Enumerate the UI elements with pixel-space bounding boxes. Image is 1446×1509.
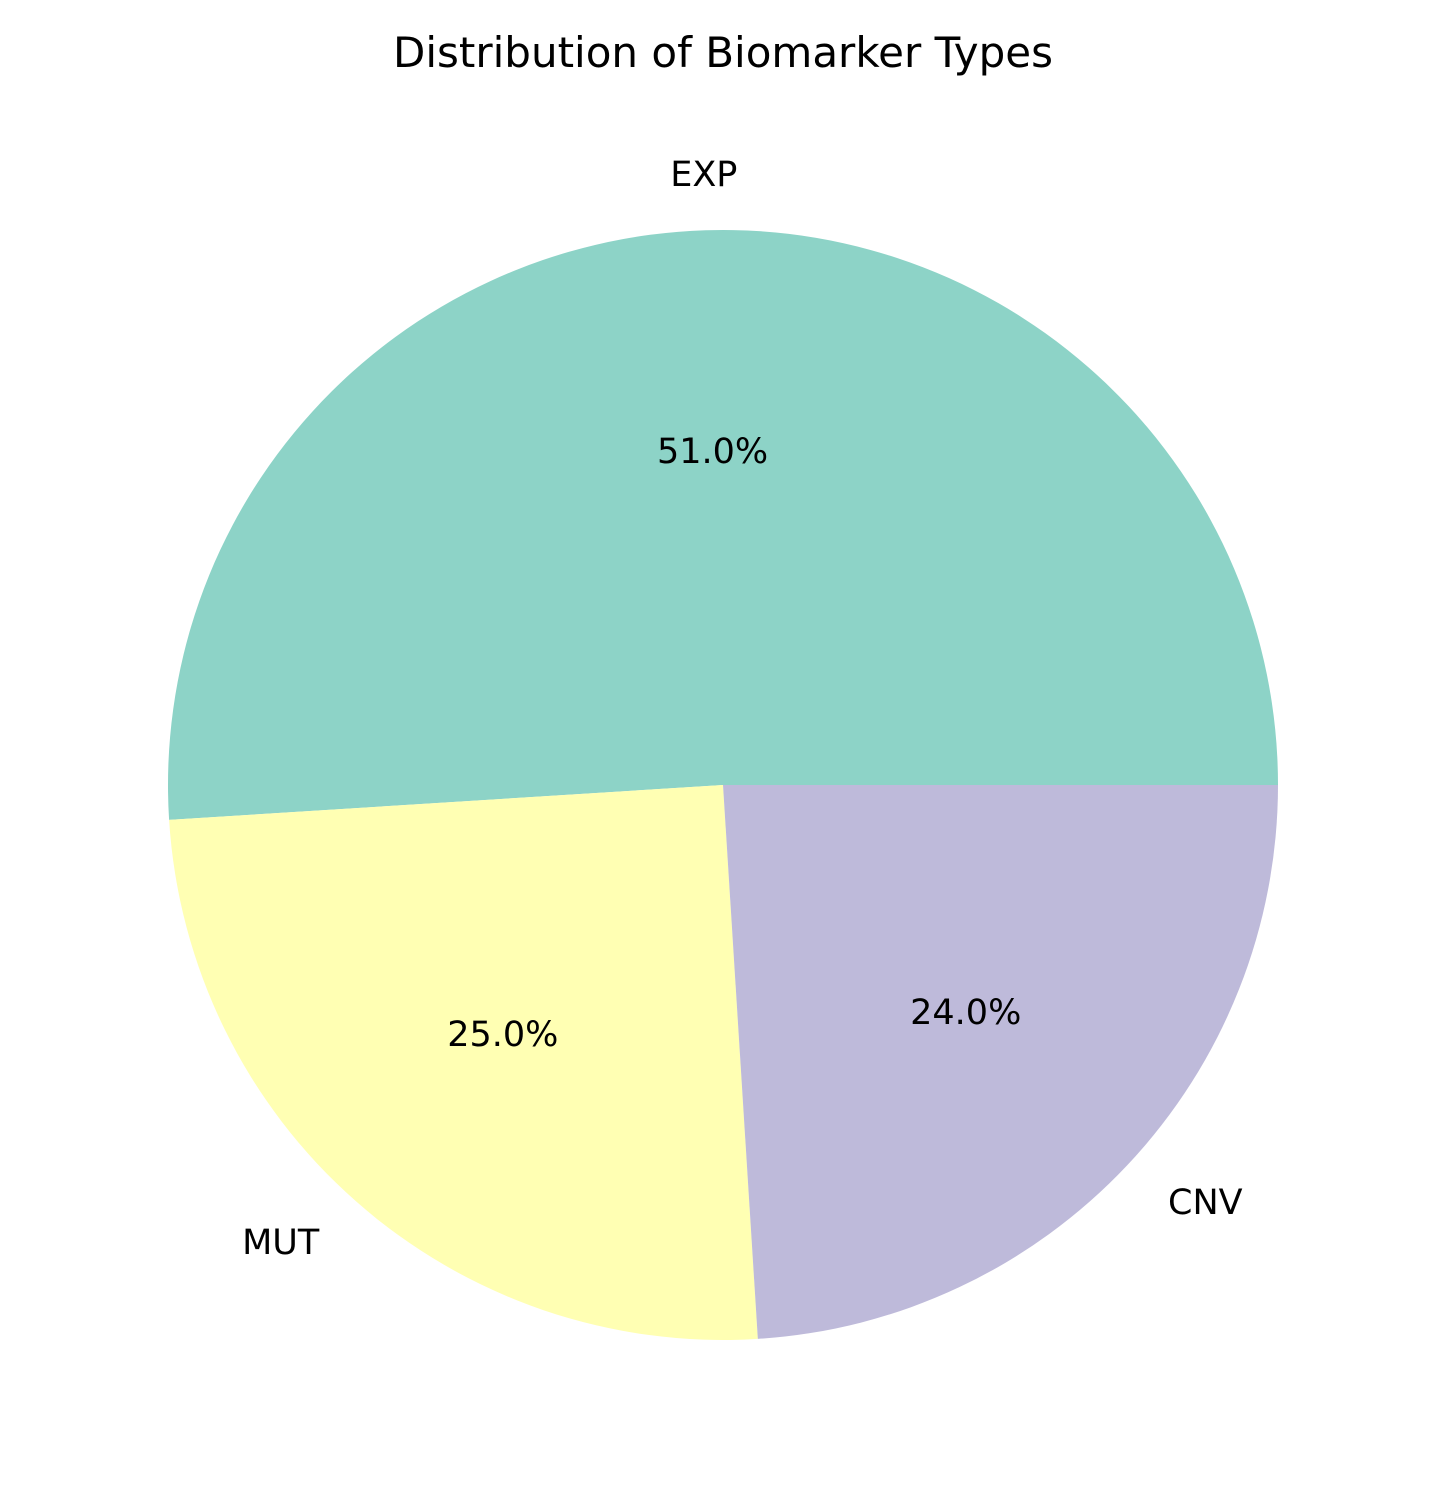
pie-slice-exp [167,229,1278,820]
pie-category-label-mut: MUT [242,1223,320,1263]
pie-slice-cnv [723,785,1278,1339]
pie-slices [167,229,1278,1340]
pie-slice-mut [169,785,758,1340]
pie-labels: 51.0% EXP 25.0% MUT 24.0% CNV [242,155,1243,1263]
pie-percent-label-exp: 51.0% [657,432,768,472]
pie-percent-label-mut: 25.0% [447,1015,558,1055]
pie-percent-label-cnv: 24.0% [910,993,1021,1033]
chart-title: Distribution of Biomarker Types [393,28,1053,77]
pie-category-label-cnv: CNV [1168,1183,1243,1223]
pie-category-label-exp: EXP [670,155,737,195]
